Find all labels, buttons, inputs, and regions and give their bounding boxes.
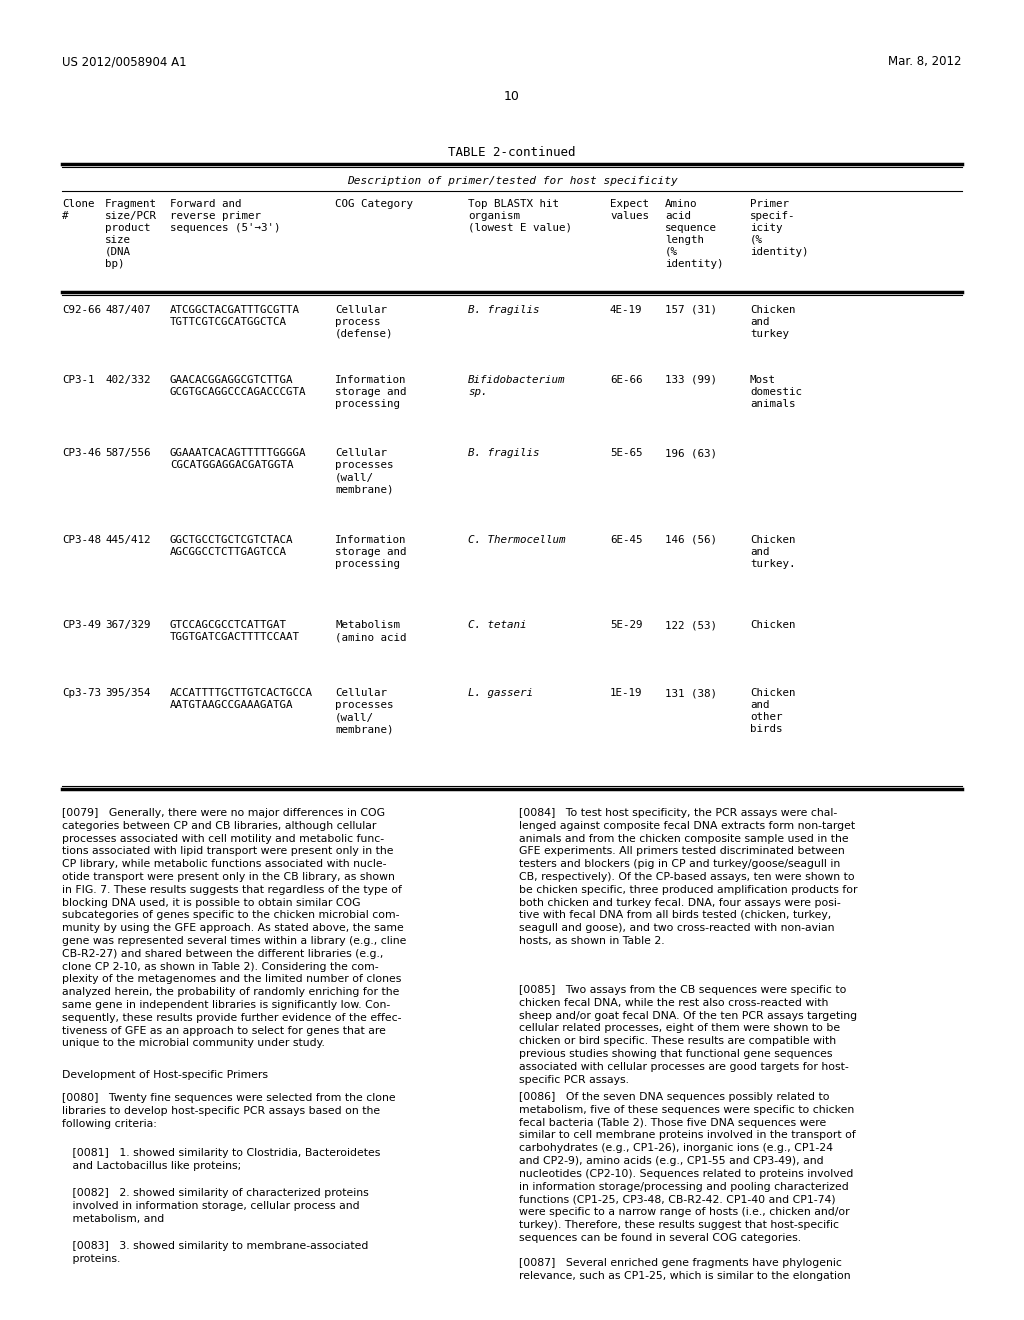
Text: COG Category: COG Category: [335, 199, 413, 209]
Text: ATCGGCTACGATTTGCGTTA
TGTTCGTCGCATGGCTCA: ATCGGCTACGATTTGCGTTA TGTTCGTCGCATGGCTCA: [170, 305, 300, 327]
Text: 367/329: 367/329: [105, 620, 151, 630]
Text: 5E-29: 5E-29: [610, 620, 642, 630]
Text: Chicken
and
turkey: Chicken and turkey: [750, 305, 796, 339]
Text: Information
storage and
processing: Information storage and processing: [335, 535, 407, 569]
Text: [0087]   Several enriched gene fragments have phylogenic
relevance, such as CP1-: [0087] Several enriched gene fragments h…: [519, 1258, 851, 1280]
Text: GAACACGGAGGCGTCTTGA
GCGTGCAGGCCCAGACCCGTA: GAACACGGAGGCGTCTTGA GCGTGCAGGCCCAGACCCGT…: [170, 375, 306, 397]
Text: Cellular
processes
(wall/
membrane): Cellular processes (wall/ membrane): [335, 447, 393, 494]
Text: [0081]   1. showed similarity to Clostridia, Bacteroidetes
   and Lactobacillus : [0081] 1. showed similarity to Clostridi…: [62, 1148, 380, 1171]
Text: 395/354: 395/354: [105, 688, 151, 698]
Text: Clone
#: Clone #: [62, 199, 94, 220]
Text: B. fragilis: B. fragilis: [468, 447, 540, 458]
Text: Top BLASTX hit
organism
(lowest E value): Top BLASTX hit organism (lowest E value): [468, 199, 572, 234]
Text: CP3-48: CP3-48: [62, 535, 101, 545]
Text: TABLE 2-continued: TABLE 2-continued: [449, 145, 575, 158]
Text: Chicken
and
turkey.: Chicken and turkey.: [750, 535, 796, 569]
Text: GTCCAGCGCCTCATTGAT
TGGTGATCGACTTTTCCAAT: GTCCAGCGCCTCATTGAT TGGTGATCGACTTTTCCAAT: [170, 620, 300, 642]
Text: CP3-46: CP3-46: [62, 447, 101, 458]
Text: 6E-66: 6E-66: [610, 375, 642, 385]
Text: GGAAATCACAGTTTTTGGGGA
CGCATGGAGGACGATGGTA: GGAAATCACAGTTTTTGGGGA CGCATGGAGGACGATGGT…: [170, 447, 306, 470]
Text: 4E-19: 4E-19: [610, 305, 642, 315]
Text: Most
domestic
animals: Most domestic animals: [750, 375, 802, 409]
Text: Description of primer/tested for host specificity: Description of primer/tested for host sp…: [347, 176, 677, 186]
Text: ACCATTTTGCTTGTCACTGCCA
AATGTAAGCCGAAAGATGA: ACCATTTTGCTTGTCACTGCCA AATGTAAGCCGAAAGAT…: [170, 688, 313, 710]
Text: 445/412: 445/412: [105, 535, 151, 545]
Text: Development of Host-specific Primers: Development of Host-specific Primers: [62, 1071, 268, 1080]
Text: 196 (63): 196 (63): [665, 447, 717, 458]
Text: Information
storage and
processing: Information storage and processing: [335, 375, 407, 409]
Text: B. fragilis: B. fragilis: [468, 305, 540, 315]
Text: L. gasseri: L. gasseri: [468, 688, 534, 698]
Text: C92-66: C92-66: [62, 305, 101, 315]
Text: 10: 10: [504, 91, 520, 103]
Text: 6E-45: 6E-45: [610, 535, 642, 545]
Text: 146 (56): 146 (56): [665, 535, 717, 545]
Text: 1E-19: 1E-19: [610, 688, 642, 698]
Text: Chicken: Chicken: [750, 620, 796, 630]
Text: 157 (31): 157 (31): [665, 305, 717, 315]
Text: Fragment
size/PCR
product
size
(DNA
bp): Fragment size/PCR product size (DNA bp): [105, 199, 157, 269]
Text: Metabolism
(amino acid: Metabolism (amino acid: [335, 620, 407, 642]
Text: CP3-1: CP3-1: [62, 375, 94, 385]
Text: 122 (53): 122 (53): [665, 620, 717, 630]
Text: Mar. 8, 2012: Mar. 8, 2012: [889, 55, 962, 69]
Text: US 2012/0058904 A1: US 2012/0058904 A1: [62, 55, 186, 69]
Text: Forward and
reverse primer
sequences (5'→3'): Forward and reverse primer sequences (5'…: [170, 199, 281, 234]
Text: C. tetani: C. tetani: [468, 620, 526, 630]
Text: [0079]   Generally, there were no major differences in COG
categories between CP: [0079] Generally, there were no major di…: [62, 808, 407, 1048]
Text: 487/407: 487/407: [105, 305, 151, 315]
Text: Bifidobacterium
sp.: Bifidobacterium sp.: [468, 375, 565, 397]
Text: [0083]   3. showed similarity to membrane-associated
   proteins.: [0083] 3. showed similarity to membrane-…: [62, 1241, 369, 1263]
Text: 5E-65: 5E-65: [610, 447, 642, 458]
Text: [0085]   Two assays from the CB sequences were specific to
chicken fecal DNA, wh: [0085] Two assays from the CB sequences …: [519, 985, 857, 1085]
Text: Cellular
processes
(wall/
membrane): Cellular processes (wall/ membrane): [335, 688, 393, 734]
Text: Cp3-73: Cp3-73: [62, 688, 101, 698]
Text: Cellular
process
(defense): Cellular process (defense): [335, 305, 393, 339]
Text: [0080]   Twenty fine sequences were selected from the clone
libraries to develop: [0080] Twenty fine sequences were select…: [62, 1093, 395, 1129]
Text: 133 (99): 133 (99): [665, 375, 717, 385]
Text: [0082]   2. showed similarity of characterized proteins
   involved in informati: [0082] 2. showed similarity of character…: [62, 1188, 369, 1224]
Text: 131 (38): 131 (38): [665, 688, 717, 698]
Text: C. Thermocellum: C. Thermocellum: [468, 535, 565, 545]
Text: Primer
specif-
icity
(%
identity): Primer specif- icity (% identity): [750, 199, 809, 257]
Text: 587/556: 587/556: [105, 447, 151, 458]
Text: GGCTGCCTGCTCGTCTACA
AGCGGCCTCTTGAGTCCA: GGCTGCCTGCTCGTCTACA AGCGGCCTCTTGAGTCCA: [170, 535, 294, 557]
Text: 402/332: 402/332: [105, 375, 151, 385]
Text: Chicken
and
other
birds: Chicken and other birds: [750, 688, 796, 734]
Text: Amino
acid
sequence
length
(%
identity): Amino acid sequence length (% identity): [665, 199, 724, 269]
Text: Expect
values: Expect values: [610, 199, 649, 220]
Text: [0084]   To test host specificity, the PCR assays were chal-
lenged against comp: [0084] To test host specificity, the PCR…: [519, 808, 857, 946]
Text: CP3-49: CP3-49: [62, 620, 101, 630]
Text: [0086]   Of the seven DNA sequences possibly related to
metabolism, five of thes: [0086] Of the seven DNA sequences possib…: [519, 1092, 856, 1243]
